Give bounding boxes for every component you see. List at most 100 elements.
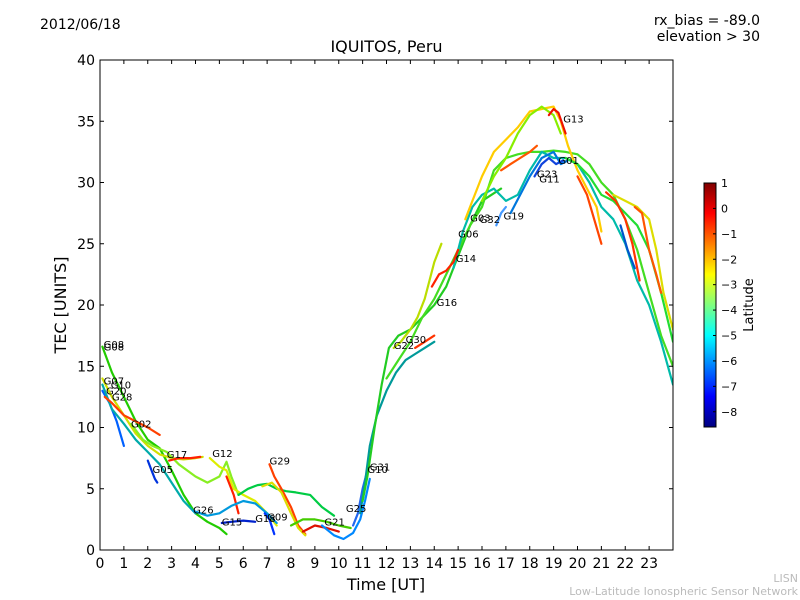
satellite-label-4: G20: [106, 386, 126, 397]
satellite-label-23: G06: [458, 230, 478, 241]
x-tick-label: 14: [425, 556, 443, 572]
y-tick-label: 40: [77, 53, 95, 69]
colorbar-tick-label: −2: [721, 253, 737, 266]
series-line-28: [576, 175, 603, 245]
satellite-label-26: G19: [504, 211, 524, 222]
x-tick-label: 19: [545, 556, 563, 572]
y-tick-label: 35: [77, 114, 95, 130]
x-axis: 0 1 2 3 4 5 6 7 8 9 10 11 12 13 14 15 16 17 18 19 20 21 22 23: [96, 60, 658, 572]
series-line-25: [430, 248, 460, 288]
colorbar-bar: [703, 182, 717, 428]
satellite-label-0: G08: [104, 342, 124, 353]
series-line-26: [414, 334, 436, 349]
series-line-17: [301, 524, 340, 533]
x-axis-label: Time [UT]: [346, 575, 425, 594]
series-line-9: [225, 475, 240, 515]
y-tick-label: 10: [77, 421, 95, 437]
series-line-20: [359, 340, 436, 515]
colorbar-ticks: 1 0 −1 −2 −3 −4 −5 −6 −7 −8: [713, 177, 737, 419]
colorbar-tick-label: −3: [721, 279, 737, 292]
satellite-label-7: G17: [167, 450, 187, 461]
satellite-label-20: G30: [406, 335, 426, 346]
satellite-label-15: G21: [324, 518, 344, 529]
credit-block: LISN Low-Latitude Ionospheric Sensor Net…: [569, 572, 798, 598]
colorbar-tick-label: −8: [721, 406, 737, 419]
y-tick-label: 25: [77, 237, 95, 253]
x-tick-label: 0: [96, 556, 105, 572]
colorbar-tick-label: −5: [721, 330, 737, 343]
params-block: rx_bias = -89.0 elevation > 30: [654, 13, 760, 45]
x-tick-label: 5: [215, 556, 224, 572]
series-line-3: [101, 383, 197, 515]
y-tick-label: 20: [77, 298, 95, 314]
series-layer: [101, 105, 673, 541]
satellite-label-3: G10: [111, 380, 131, 391]
elevation-label: elevation > 30: [656, 29, 760, 45]
series-line-39: [619, 224, 636, 270]
colorbar: 1 0 −1 −2 −3 −4 −5 −6 −7 −8 Latitude: [703, 177, 757, 428]
series-line-33: [500, 144, 538, 172]
colorbar-label: Latitude: [742, 278, 757, 332]
satellite-label-10: G29: [270, 456, 290, 467]
series-line-11: [220, 519, 257, 525]
satellite-label-2: G07: [104, 377, 124, 388]
colorbar-tick-label: 1: [721, 177, 728, 190]
x-tick-label: 16: [473, 556, 491, 572]
colorbar-tick-label: 0: [721, 202, 728, 215]
x-tick-label: 1: [119, 556, 128, 572]
y-axis-label: TEC [UNITS]: [51, 257, 70, 355]
series-line-27: [464, 105, 603, 233]
x-tick-label: 2: [143, 556, 152, 572]
satellite-label-14: G09: [267, 513, 287, 524]
satellite-label-22: G14: [456, 254, 476, 265]
satellite-label-27: G23: [537, 170, 557, 181]
chart-title: IQUITOS, Peru: [330, 37, 443, 56]
series-line-38: [633, 205, 663, 294]
satellite-label-5: G28: [112, 393, 132, 404]
series-line-21: [361, 187, 503, 503]
x-tick-label: 4: [191, 556, 200, 572]
satellite-label-21: G16: [437, 298, 457, 309]
series-line-30: [509, 150, 570, 215]
date-label: 2012/06/18: [40, 17, 121, 33]
x-tick-label: 17: [497, 556, 515, 572]
rx-bias-label: rx_bias = -89.0: [653, 13, 760, 29]
x-tick-label: 20: [569, 556, 587, 572]
satellite-label-30: G13: [563, 115, 583, 126]
series-line-7: [168, 455, 202, 462]
y-tick-label: 15: [77, 359, 95, 375]
y-tick-label: 0: [86, 543, 95, 559]
series-line-34: [533, 156, 565, 178]
series-line-37: [605, 191, 641, 282]
series-line-4: [103, 395, 161, 436]
y-tick-label: 30: [77, 176, 95, 192]
series-line-18: [320, 477, 371, 541]
x-tick-label: 15: [449, 556, 467, 572]
x-tick-label: 7: [263, 556, 272, 572]
x-tick-label: 10: [330, 556, 348, 572]
x-tick-label: 13: [401, 556, 419, 572]
satellite-label-16: G25: [346, 504, 366, 515]
series-line-36: [612, 193, 673, 331]
series-line-32: [547, 107, 567, 135]
series-line-5: [129, 422, 240, 496]
series-line-13: [263, 512, 276, 536]
credit-short: LISN: [773, 572, 798, 585]
satellite-label-24: G03: [470, 214, 490, 225]
x-tick-label: 23: [640, 556, 658, 572]
x-tick-label: 22: [616, 556, 634, 572]
series-line-6: [146, 459, 159, 484]
series-line-15: [261, 481, 307, 537]
y-tick-label: 5: [86, 482, 95, 498]
plot-frame: [99, 59, 674, 551]
series-line-31: [480, 105, 562, 202]
x-tick-label: 6: [239, 556, 248, 572]
satellite-label-12: G15: [222, 518, 242, 529]
x-tick-label: 3: [167, 556, 176, 572]
colorbar-tick-label: −1: [721, 228, 737, 241]
colorbar-tick-label: −6: [721, 355, 737, 368]
colorbar-tick-label: −4: [721, 304, 737, 317]
satellite-label-6: G02: [131, 420, 151, 431]
